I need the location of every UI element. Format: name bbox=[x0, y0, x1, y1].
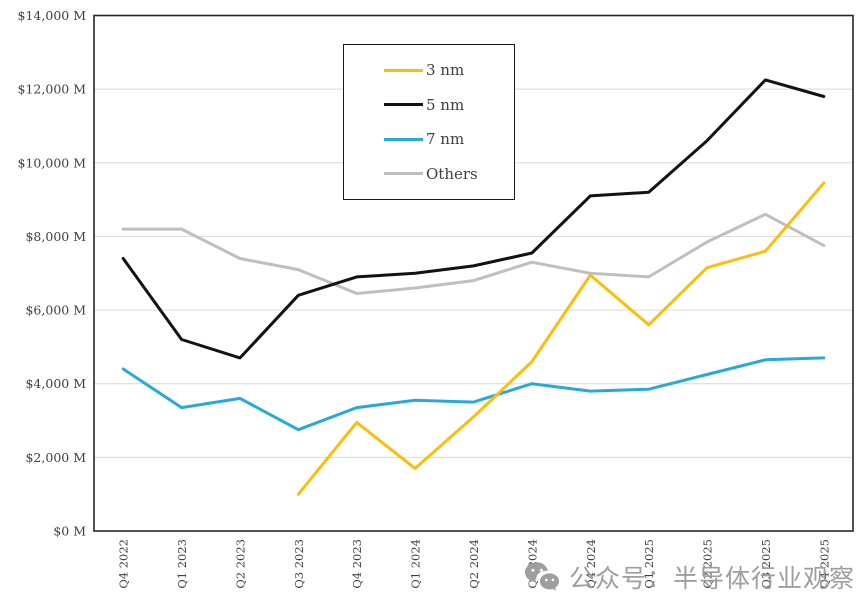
legend-item-3-nm: 3 nm bbox=[344, 54, 514, 86]
wechat-icon bbox=[525, 562, 560, 591]
legend-swatch bbox=[384, 172, 423, 176]
y-tick-label: $12,000 M bbox=[18, 82, 87, 97]
x-tick-label: Q1 2023 bbox=[175, 539, 189, 589]
x-tick-label: Q4 2022 bbox=[117, 539, 131, 589]
watermark: 公众号：半导体行业观察 bbox=[524, 558, 855, 596]
legend-item-7-nm: 7 nm bbox=[344, 123, 514, 155]
y-tick-label: $10,000 M bbox=[18, 155, 87, 170]
x-tick-label: Q3 2023 bbox=[292, 539, 306, 589]
x-tick-label: Q3 2025 bbox=[759, 539, 773, 589]
legend-label: 7 nm bbox=[426, 130, 465, 149]
legend-item-others: Others bbox=[344, 158, 514, 190]
plot-border bbox=[93, 14, 854, 532]
x-tick-label: Q2 2023 bbox=[234, 539, 248, 589]
y-tick-label: $0 M bbox=[53, 524, 86, 539]
legend-label: 5 nm bbox=[426, 95, 465, 114]
legend-item-5-nm: 5 nm bbox=[344, 89, 514, 121]
legend-label: 3 nm bbox=[426, 61, 465, 80]
watermark-text: 公众号：半导体行业观察 bbox=[569, 564, 856, 593]
legend-label: Others bbox=[426, 164, 478, 183]
series-line-5-nm bbox=[121, 78, 826, 360]
legend-swatch bbox=[384, 137, 423, 141]
x-tick-label: Q4 2023 bbox=[350, 539, 364, 589]
series-line-7-nm bbox=[121, 356, 826, 432]
y-tick-label: $14,000 M bbox=[18, 8, 87, 23]
x-tick-label: Q1 2025 bbox=[642, 539, 656, 589]
legend-swatch bbox=[384, 68, 423, 72]
x-tick-label: Q2 2024 bbox=[467, 539, 481, 589]
x-tick-label: Q2 2025 bbox=[701, 539, 715, 589]
y-tick-label: $6,000 M bbox=[25, 303, 86, 318]
x-tick-label: Q1 2024 bbox=[409, 539, 423, 589]
y-tick-label: $8,000 M bbox=[25, 229, 86, 244]
y-tick-label: $4,000 M bbox=[25, 376, 86, 391]
legend: 3 nm 5 nm 7 nm Others bbox=[343, 44, 515, 200]
series-line-3-nm bbox=[296, 181, 826, 496]
x-tick-label: Q4 2024 bbox=[584, 539, 598, 589]
x-tick-label: Q4 2025 bbox=[817, 539, 831, 589]
y-tick-label: $2,000 M bbox=[25, 450, 86, 465]
legend-swatch bbox=[384, 103, 423, 107]
series-line-others bbox=[121, 212, 826, 295]
